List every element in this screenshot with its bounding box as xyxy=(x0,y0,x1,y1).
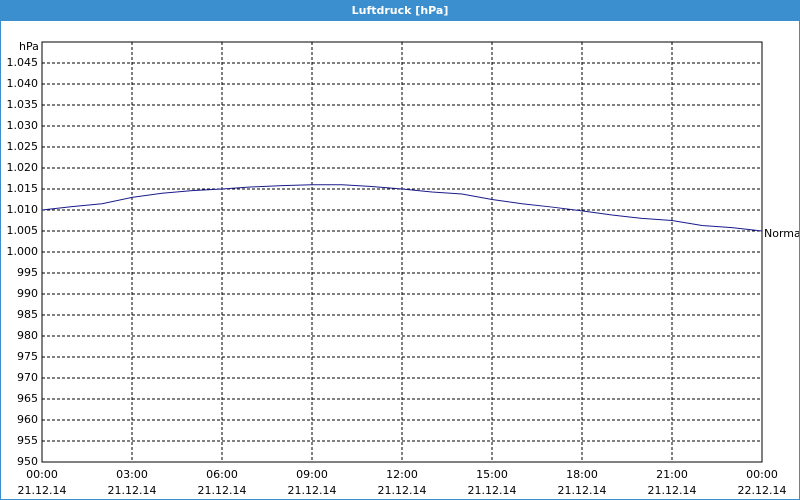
y-tick-label: 975 xyxy=(17,350,38,363)
data-line xyxy=(41,184,763,232)
y-tick-label: 995 xyxy=(17,266,38,279)
y-tick-label: 1.025 xyxy=(7,140,39,153)
plot-frame xyxy=(41,41,763,463)
y-tick-label: 1.035 xyxy=(7,98,39,111)
title-bar: Luftdruck [hPa] xyxy=(1,1,799,21)
y-tick-label: 1.030 xyxy=(7,119,39,132)
y-tick-label: 965 xyxy=(17,392,38,405)
x-tick-label: 00:00 21.12.14 xyxy=(17,468,67,497)
y-tick-label: 985 xyxy=(17,308,38,321)
y-tick-label: 1.010 xyxy=(7,203,39,216)
x-tick-label: 03:00 21.12.14 xyxy=(107,468,157,497)
y-axis-label: hPa xyxy=(19,40,39,53)
x-tick-label: 12:00 21.12.14 xyxy=(377,468,427,497)
y-tick-label: 980 xyxy=(17,329,38,342)
y-tick-label: 955 xyxy=(17,434,38,447)
x-tick-label: 15:00 21.12.14 xyxy=(467,468,517,497)
x-tick-label: 21:00 21.12.14 xyxy=(647,468,697,497)
y-tick-label: 1.000 xyxy=(7,245,39,258)
series-label: Normal xyxy=(764,227,799,240)
x-tick-label: 09:00 21.12.14 xyxy=(287,468,337,497)
y-tick-label: 1.015 xyxy=(7,182,39,195)
y-tick-label: 1.040 xyxy=(7,77,39,90)
y-tick-label: 1.045 xyxy=(7,56,39,69)
x-tick-label: 00:00 22.12.14 xyxy=(737,468,787,497)
y-tick-label: 960 xyxy=(17,413,38,426)
y-tick-label: 990 xyxy=(17,287,38,300)
y-tick-label: 950 xyxy=(17,455,38,468)
y-tick-label: 1.020 xyxy=(7,161,39,174)
x-tick-label: 06:00 21.12.14 xyxy=(197,468,247,497)
x-tick-label: 18:00 21.12.14 xyxy=(557,468,607,497)
y-tick-label: 1.005 xyxy=(7,224,39,237)
y-tick-label: 970 xyxy=(17,371,38,384)
